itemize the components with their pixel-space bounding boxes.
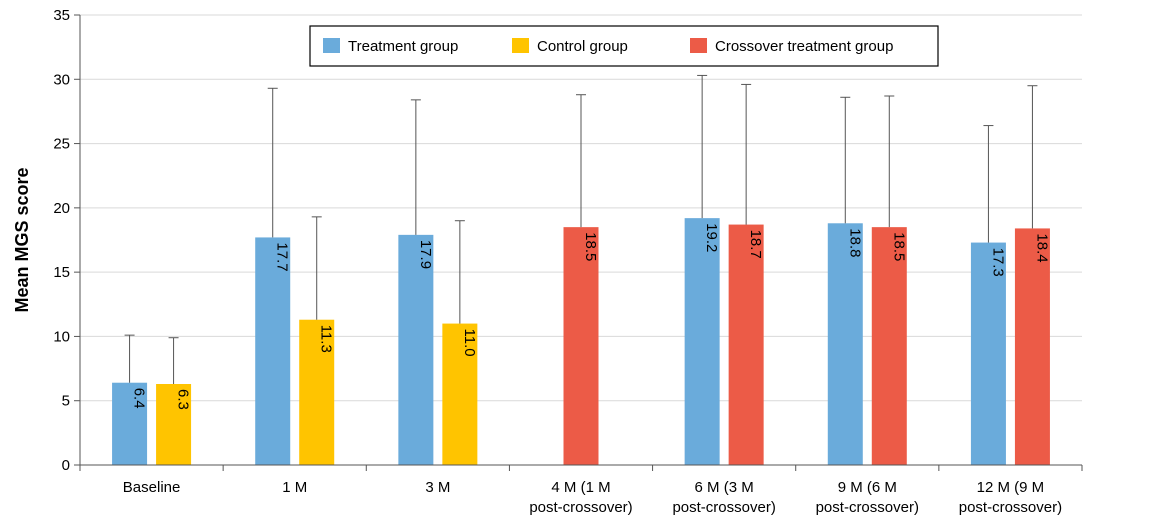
y-tick-label: 10: [53, 328, 70, 345]
data-label: 11.0: [461, 329, 478, 357]
x-tick-label: 1 M: [282, 479, 307, 496]
bar: [728, 224, 764, 465]
y-tick-label: 25: [53, 136, 70, 153]
data-label: 18.5: [890, 232, 907, 261]
data-label: 6.4: [131, 388, 148, 409]
data-label: 18.5: [582, 232, 599, 261]
x-tick-label: 3 M: [425, 479, 450, 496]
legend-swatch: [690, 38, 707, 53]
bar: [156, 384, 192, 465]
legend-label: Control group: [537, 38, 628, 55]
x-tick-label: post-crossover): [672, 499, 775, 516]
data-label: 17.9: [417, 240, 434, 269]
bar: [255, 237, 291, 465]
data-label: 11.3: [318, 325, 335, 353]
data-label: 17.7: [274, 242, 291, 271]
y-tick-label: 0: [62, 457, 70, 474]
data-label: 17.3: [989, 248, 1006, 277]
bars: 6.4 6.3 17.7 11.3 17.9 11.0 18.5 19.2 18.7 18.8 18…: [112, 74, 1050, 465]
data-label: 18.8: [846, 228, 863, 257]
bar: [827, 223, 863, 465]
data-label: 19.2: [703, 223, 720, 252]
legend-swatch: [512, 38, 529, 53]
bar: [442, 323, 478, 465]
x-tick-label: post-crossover): [816, 499, 919, 516]
data-label: 18.7: [747, 230, 764, 259]
y-tick-label: 15: [53, 264, 70, 281]
x-tick-label: post-crossover): [959, 499, 1062, 516]
legend-box: [309, 25, 939, 67]
legend-label: Crossover treatment group: [715, 38, 893, 55]
legend-label: Treatment group: [348, 38, 458, 55]
legend: Treatment group Control group Crossover tr…: [309, 25, 939, 67]
x-tick-label: 12 M (9 M: [977, 479, 1045, 496]
data-label: 18.4: [1033, 233, 1050, 262]
y-tick-label: 5: [62, 393, 70, 410]
bar: [871, 227, 907, 465]
axes: 0 5 10 15 20 25 30 35 Baseline 1 M 3 M 4 M (1 M post…: [53, 7, 1083, 516]
bar: [112, 382, 148, 465]
data-label: 6.3: [175, 389, 192, 410]
x-tick-label: 6 M (3 M: [695, 479, 754, 496]
legend-swatch: [323, 38, 340, 53]
y-axis-label: Mean MGS score: [12, 167, 32, 312]
bar: [299, 319, 335, 465]
x-tick-label: Baseline: [123, 479, 181, 496]
bar: [970, 242, 1006, 465]
y-tick-label: 20: [53, 200, 70, 217]
x-tick-label: 9 M (6 M: [838, 479, 897, 496]
y-tick-label: 30: [53, 71, 70, 88]
bar: [563, 227, 599, 465]
x-tick-label: post-crossover): [529, 499, 632, 516]
bar: [1014, 228, 1050, 465]
bar: [684, 218, 720, 465]
bar: [398, 234, 434, 465]
x-tick-label: 4 M (1 M: [551, 479, 610, 496]
y-tick-label: 35: [53, 7, 70, 24]
